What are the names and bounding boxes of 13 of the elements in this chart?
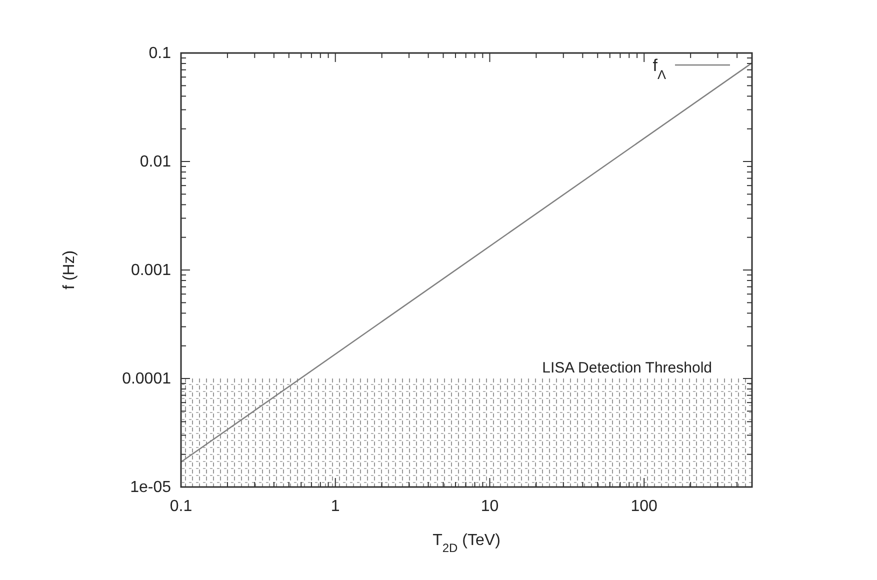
x-tick-label: 100 [630,498,658,515]
legend-label: f$_{Λ}$ [652,56,666,82]
y-tick-label: 0.01 [140,154,172,170]
x-axis-title: T$_{2D}$ (TeV) [432,532,500,555]
y-tick-label: 1e-05 [130,479,172,496]
x-tick-label: 0.1 [170,498,192,515]
x-tick-label: 1 [330,498,340,515]
y-tick-label: 0.0001 [122,370,172,388]
y-tick-label: 0.001 [130,262,172,279]
y-tick-label: 0.1 [148,45,172,62]
y-axis-title: f (Hz) [61,250,78,290]
band-label: LISA Detection Threshold [542,360,712,376]
x-tick-label: 10 [480,498,499,515]
